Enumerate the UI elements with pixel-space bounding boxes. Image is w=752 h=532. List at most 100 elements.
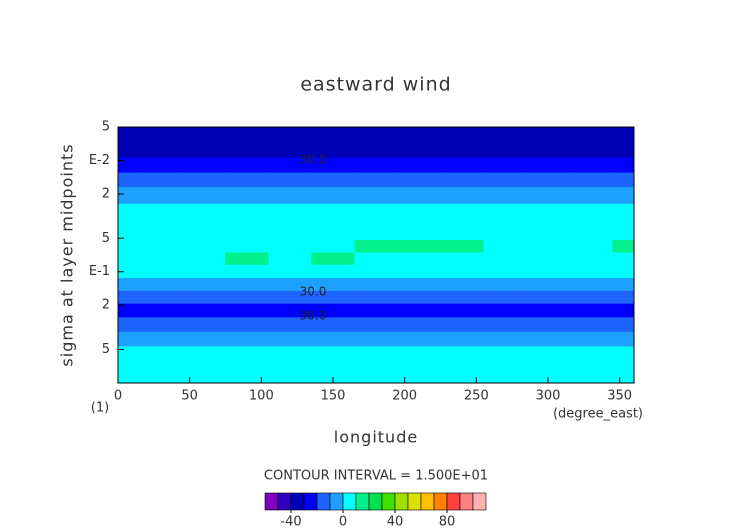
contour-cell (483, 278, 527, 292)
contour-cell (182, 252, 226, 266)
contour-cell (268, 252, 312, 266)
contour-cell (440, 374, 484, 384)
x-tick-label: 150 (321, 389, 346, 404)
contour-cell (118, 303, 140, 318)
contour-cell (569, 361, 613, 376)
contour-cell (440, 187, 484, 205)
contour-cell (569, 317, 613, 333)
contour-cell (268, 240, 312, 253)
contour-cell (440, 203, 484, 224)
contour-cell (354, 172, 398, 188)
contour-cell (483, 331, 527, 347)
contour-cell (397, 346, 441, 363)
contour-cell (118, 223, 140, 241)
contour-cell (268, 172, 312, 188)
colorbar-box (394, 492, 409, 511)
contour-cell (139, 252, 183, 266)
contour-cell (354, 142, 398, 158)
contour-cell (225, 303, 269, 318)
contour-cell (612, 317, 635, 333)
contour-cell (612, 172, 635, 188)
contour-cell (354, 331, 398, 347)
contour-cell (225, 252, 269, 266)
contour-cell (483, 187, 527, 205)
contour-cell (225, 203, 269, 224)
contour-label: 30.0 (300, 153, 327, 167)
contour-cell (354, 361, 398, 376)
contour-cell (397, 157, 441, 174)
contour-cell (483, 252, 527, 266)
contour-cell (526, 331, 570, 347)
contour-cell (118, 374, 140, 384)
contour-cell (440, 290, 484, 305)
contour-cell (182, 317, 226, 333)
contour-cell (569, 142, 613, 158)
contour-cell (118, 157, 140, 174)
contour-cell (225, 361, 269, 376)
contour-cell (526, 252, 570, 266)
contour-cell (483, 346, 527, 363)
contour-cell (612, 142, 635, 158)
contour-cell (118, 361, 140, 376)
contour-cell (612, 303, 635, 318)
x-tick-label: 50 (181, 389, 198, 404)
y-tick-label: 5 (102, 342, 110, 357)
contour-cell (440, 264, 484, 279)
contour-cell (440, 303, 484, 318)
contour-cell (354, 278, 398, 292)
contour-cell (612, 361, 635, 376)
contour-cell (311, 187, 355, 205)
contour-cell (354, 223, 398, 241)
contour-cell (397, 374, 441, 384)
colorbar-box (355, 492, 370, 511)
contour-cell (354, 203, 398, 224)
contour-cell (139, 187, 183, 205)
contour-cell (569, 203, 613, 224)
contour-cell (225, 278, 269, 292)
x-tick-label: 250 (464, 389, 489, 404)
contour-cell (569, 374, 613, 384)
contour-cell (526, 278, 570, 292)
contour-cell (440, 172, 484, 188)
colorbar-box (277, 492, 292, 511)
contour-cell (268, 278, 312, 292)
colorbar-box (290, 492, 305, 511)
contour-cell (569, 240, 613, 253)
contour-cell (526, 172, 570, 188)
contour-cell (397, 240, 441, 253)
contour-cell (268, 290, 312, 305)
contour-cell (139, 240, 183, 253)
contour-cell (268, 374, 312, 384)
contour-cell (483, 361, 527, 376)
contour-cell (569, 331, 613, 347)
contour-cell (612, 157, 635, 174)
contour-cell (440, 278, 484, 292)
contour-cell (569, 172, 613, 188)
contour-cell (612, 127, 635, 144)
contour-cell (440, 157, 484, 174)
contour-cell (483, 127, 527, 144)
contour-cell (139, 374, 183, 384)
contour-cell (182, 157, 226, 174)
x-tick-label: 100 (249, 389, 274, 404)
contour-cell (268, 142, 312, 158)
contour-cell (612, 346, 635, 363)
contour-cell (526, 223, 570, 241)
contour-cell (311, 172, 355, 188)
contour-cell (225, 331, 269, 347)
contour-cell (440, 346, 484, 363)
contour-cell (354, 374, 398, 384)
contour-cell (118, 252, 140, 266)
contour-cell (612, 187, 635, 205)
contour-cell (612, 278, 635, 292)
contour-cell (225, 172, 269, 188)
contour-cell (397, 290, 441, 305)
contour-cell (354, 346, 398, 363)
y-tick-label: 5 (102, 231, 110, 246)
contour-cell (225, 223, 269, 241)
chart-title: eastward wind (300, 74, 451, 96)
contour-cell (139, 278, 183, 292)
contour-cell (268, 317, 312, 333)
